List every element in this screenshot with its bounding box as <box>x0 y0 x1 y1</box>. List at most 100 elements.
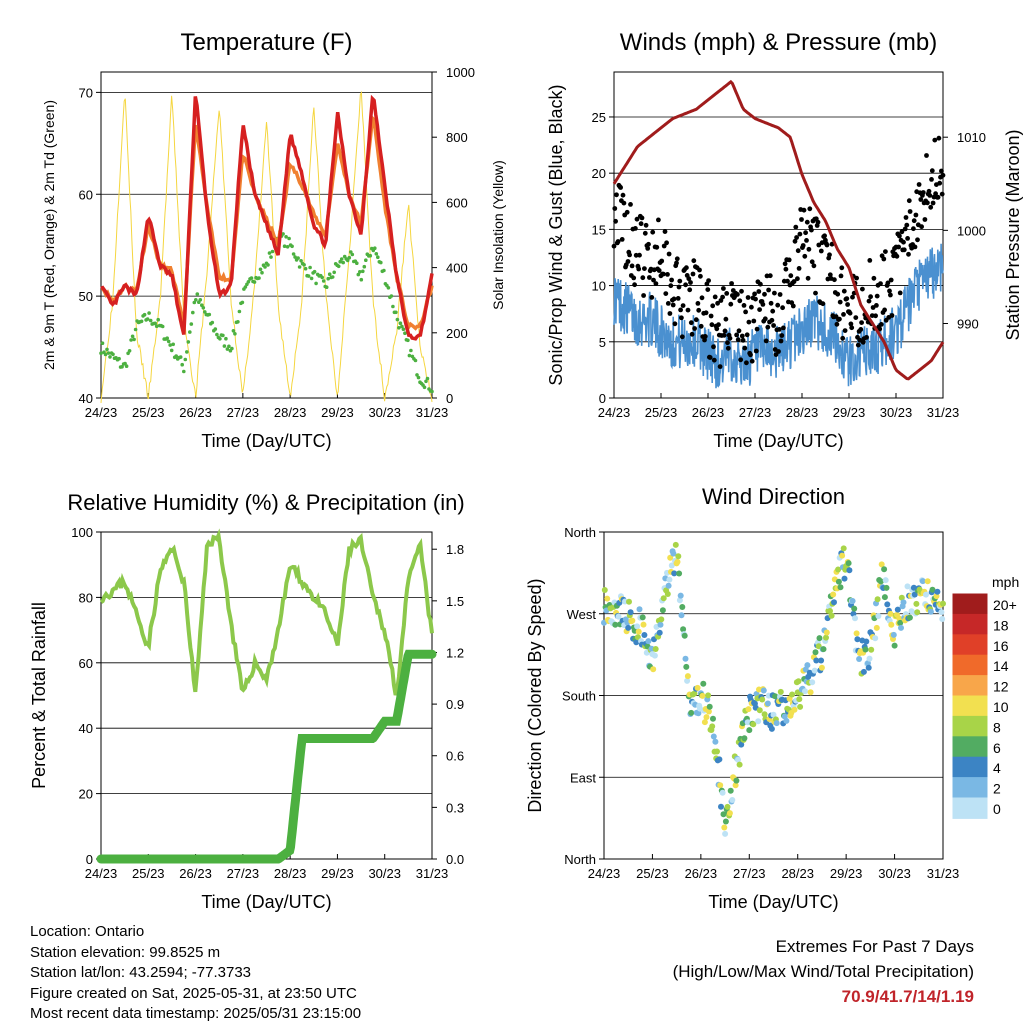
gust-point <box>922 217 928 222</box>
gust-point <box>639 215 645 221</box>
dewpoint-point <box>153 321 157 326</box>
dewpoint-point <box>339 257 344 261</box>
gust-point <box>795 248 801 254</box>
gust-point <box>614 192 619 198</box>
extremes-values: 70.9/41.7/14/1.19 <box>841 987 974 1006</box>
y-tick-label: West <box>567 607 597 622</box>
direction-point <box>823 629 830 636</box>
gust-point <box>717 364 723 369</box>
direction-point <box>640 621 647 628</box>
gust-point <box>665 272 670 277</box>
direction-point <box>604 595 611 602</box>
gust-point <box>638 221 644 227</box>
gust-point <box>712 294 718 300</box>
extremes-subtitle: (High/Low/Max Wind/Total Precipitation) <box>672 962 974 981</box>
x-axis-label: Time (Day/UTC) <box>713 431 843 451</box>
direction-point <box>601 587 608 593</box>
dewpoint-point <box>105 347 109 352</box>
series-solar-insolation <box>100 90 433 403</box>
y-tick-label: 10 <box>592 279 606 294</box>
dewpoint-point <box>180 362 184 367</box>
dewpoint-point <box>394 310 398 315</box>
x-tick-label: 27/23 <box>739 405 772 420</box>
gust-point <box>775 302 781 308</box>
dewpoint-point <box>236 320 240 324</box>
x-tick-label: 30/23 <box>368 866 401 881</box>
gust-point <box>696 307 702 313</box>
direction-point <box>694 684 701 691</box>
gust-point <box>842 328 848 333</box>
legend-label: 14 <box>993 658 1009 674</box>
direction-point <box>641 632 648 638</box>
gust-point <box>928 204 934 210</box>
direction-point <box>666 576 673 583</box>
y-tick-label: 50 <box>79 289 93 304</box>
elevation-text: Station elevation: 99.8525 m <box>30 943 221 961</box>
gust-point <box>741 303 747 308</box>
dewpoint-point <box>347 255 352 260</box>
legend-label: 4 <box>993 760 1001 776</box>
gust-point <box>779 333 785 338</box>
gust-point <box>867 258 873 263</box>
y-right-tick-label: 1.5 <box>446 594 464 609</box>
gust-point <box>878 281 883 286</box>
dewpoint-point <box>156 317 160 322</box>
direction-point <box>927 608 934 615</box>
direction-point <box>881 566 888 573</box>
gust-point <box>762 291 767 297</box>
dewpoint-point <box>145 317 150 321</box>
gust-point <box>706 278 711 283</box>
dewpoint-point <box>224 336 228 341</box>
gust-point <box>725 345 731 351</box>
direction-point <box>852 615 858 622</box>
gust-point <box>781 325 786 331</box>
gust-point <box>663 291 669 296</box>
dewpoint-point <box>117 356 121 361</box>
x-tick-label: 27/23 <box>227 405 260 420</box>
gust-point <box>749 304 754 310</box>
dewpoint-point <box>258 267 263 272</box>
gust-point <box>937 180 943 186</box>
gust-point <box>878 322 884 327</box>
gust-point <box>763 338 769 344</box>
direction-point <box>695 710 702 717</box>
direction-point <box>802 688 808 695</box>
gust-point <box>756 289 762 294</box>
direction-point <box>883 584 890 591</box>
dewpoint-point <box>257 276 261 280</box>
legend-swatch <box>952 593 988 615</box>
direction-point <box>667 554 674 561</box>
gust-point <box>702 334 708 339</box>
direction-point <box>675 553 682 560</box>
dewpoint-point <box>430 389 434 394</box>
y-right-tick-label: 1000 <box>957 223 986 238</box>
legend-label: 10 <box>993 699 1009 715</box>
gust-point <box>737 298 743 304</box>
dewpoint-point <box>215 332 219 337</box>
dewpoint-point <box>203 310 207 314</box>
gust-point <box>707 355 713 360</box>
gust-point <box>794 235 799 240</box>
direction-point <box>680 626 687 633</box>
gust-point <box>661 271 666 277</box>
dewpoint-point <box>227 344 231 349</box>
dewpoint-point <box>409 348 413 353</box>
dewpoint-point <box>373 246 377 250</box>
gust-point <box>771 323 776 328</box>
direction-point <box>783 717 790 724</box>
y-tick-label: 60 <box>79 656 93 671</box>
dewpoint-point <box>358 270 362 274</box>
dewpoint-point <box>186 340 191 344</box>
dewpoint-point <box>111 352 115 357</box>
dewpoint-point <box>171 342 175 347</box>
gust-point <box>782 261 788 267</box>
gust-point <box>698 273 703 279</box>
dewpoint-point <box>189 322 194 326</box>
gust-point <box>664 240 669 246</box>
gust-point <box>721 332 727 338</box>
x-tick-label: 31/23 <box>416 405 449 420</box>
direction-point <box>668 562 675 569</box>
direction-point <box>658 616 665 623</box>
gust-point <box>647 275 652 280</box>
dewpoint-point <box>147 311 151 315</box>
